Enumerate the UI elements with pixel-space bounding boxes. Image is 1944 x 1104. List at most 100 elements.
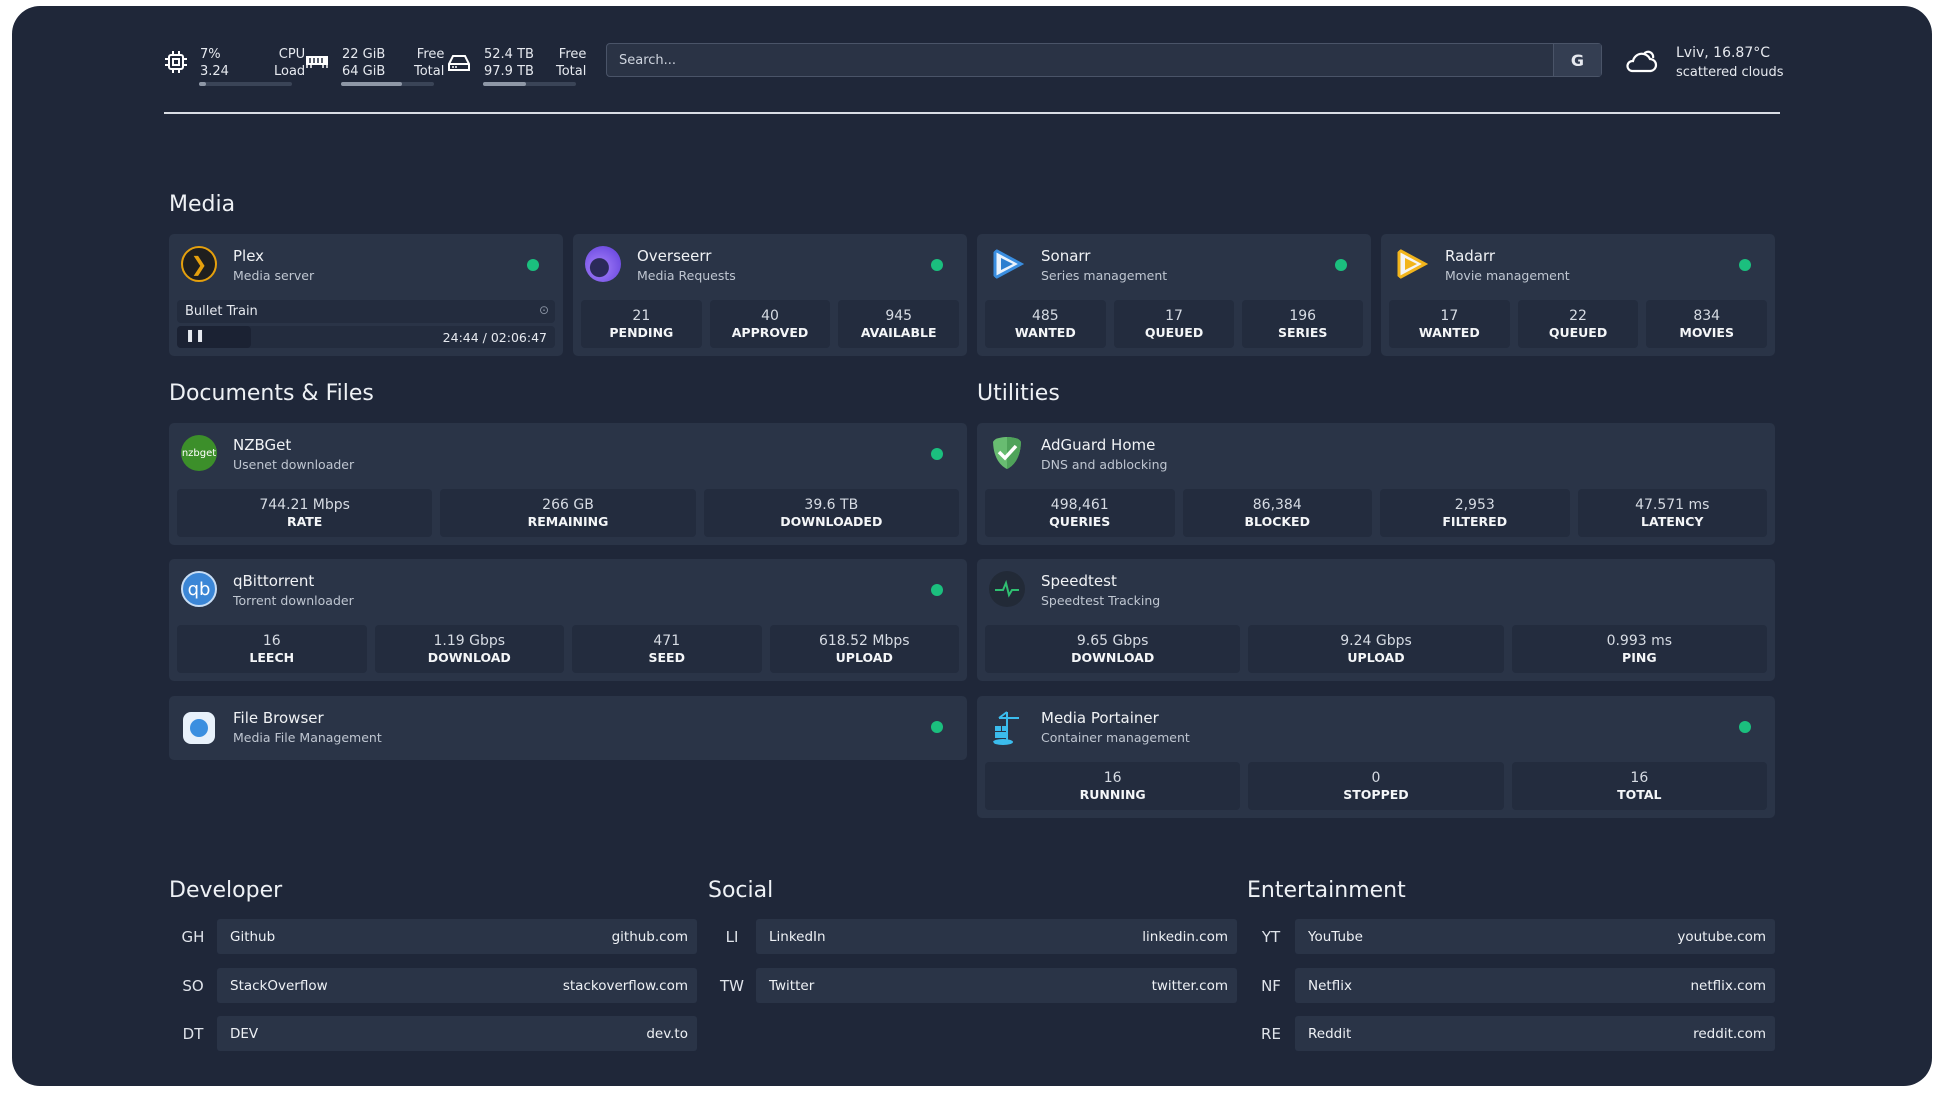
field-value: 1.19 Gbps [433,633,506,649]
cpu-icon [165,51,187,73]
status-dot [931,584,943,596]
memory-icon [306,56,328,68]
sonarr-icon [993,247,1025,281]
disk-free: 52.4 TB [484,47,534,62]
field-value: 196 [1289,308,1317,324]
overseerr-icon [585,246,621,282]
docs-section-title: Documents & Files [169,381,374,406]
service-name: Overseerr [637,247,712,265]
field-series: 196 SERIES [1242,300,1364,348]
bookmark-url: linkedin.com [1142,928,1228,945]
portainer-card[interactable]: Media Portainer Container management 16 R… [977,696,1775,818]
weather-condition: scattered clouds [1676,65,1784,80]
bookmark-reddit[interactable]: RE Reddit reddit.com [1247,1016,1775,1051]
field-label: SEED [648,650,685,665]
qbittorrent-card[interactable]: qb qBittorrent Torrent downloader 16 LEEC… [169,559,967,681]
bookmark-abbr: RE [1261,1024,1281,1043]
field-label: AVAILABLE [860,325,937,340]
bookmark-stackoverflow[interactable]: SO StackOverflow stackoverflow.com [169,968,697,1003]
bookmark-name: StackOverflow [230,977,328,994]
field-upload: 9.24 Gbps UPLOAD [1248,625,1504,673]
service-fields: 16 RUNNING 0 STOPPED 16 TOTAL [985,762,1767,810]
field-label: APPROVED [731,325,809,340]
bookmark-name: Twitter [769,977,815,994]
utilities-section-title: Utilities [977,381,1060,406]
field-blocked: 86,384 BLOCKED [1182,489,1372,537]
bookmark-linkedin[interactable]: LI LinkedIn linkedin.com [708,919,1237,954]
bookmark-name: Netflix [1308,977,1352,994]
bookmark-github[interactable]: GH Github github.com [169,919,697,954]
status-dot [1739,259,1751,271]
field-rate: 744.21 Mbps RATE [177,489,433,537]
status-dot [931,259,943,271]
bookmark-abbr: DT [182,1024,204,1043]
bookmark-dev[interactable]: DT DEV dev.to [169,1016,697,1051]
bookmark-netflix[interactable]: NF Netflix netflix.com [1247,968,1775,1003]
overseerr-card[interactable]: Overseerr Media Requests 21 PENDING 40 APP… [573,234,967,356]
service-desc: Container management [1041,730,1190,745]
field-label: MOVIES [1679,325,1734,340]
now-playing-title: Bullet Train [185,304,258,319]
service-fields: 21 PENDING 40 APPROVED 945 AVAILABLE [581,300,960,348]
search-input[interactable] [607,44,1553,76]
field-value: 471 [653,633,681,649]
bookmark-abbr: TW [720,976,744,995]
service-fields: 17 WANTED 22 QUEUED 834 MOVIES [1389,300,1768,348]
field-queued: 22 QUEUED [1517,300,1639,348]
bookmark-twitter[interactable]: TW Twitter twitter.com [708,968,1237,1003]
service-desc: Media server [233,268,315,283]
search-bar: G [606,43,1602,77]
bookmark-url: netflix.com [1690,977,1766,994]
field-value: 9.24 Gbps [1340,633,1412,649]
field-label: SERIES [1278,325,1328,340]
field-total: 16 TOTAL [1511,762,1767,810]
bookmark-url: youtube.com [1677,928,1766,945]
field-seed: 471 SEED [572,625,762,673]
plex-card[interactable]: ❯ Plex Media server Bullet Train ⊙ ❚❚ 24… [169,234,563,356]
weather-widget[interactable]: Lviv, 16.87°C scattered clouds [1676,44,1784,82]
disk-stat: 52.4 TB 97.9 TB Free Total [484,46,586,80]
nzbget-card[interactable]: nzbget NZBGet Usenet downloader 744.21 M… [169,423,967,545]
sonarr-card[interactable]: Sonarr Series management 485 WANTED 17 QUE… [977,234,1371,356]
field-value: 0.993 ms [1606,633,1673,649]
field-label: FILTERED [1442,514,1508,529]
bookmark-abbr: YT [1261,927,1281,946]
field-label: RUNNING [1079,787,1146,802]
bookmark-name: Github [230,928,276,945]
adguard-card[interactable]: AdGuard Home DNS and adblocking 498,461 Q… [977,423,1775,545]
service-desc: Media File Management [233,730,382,745]
free-label: Free [416,47,445,62]
load-label: Load [274,64,306,79]
field-label: QUEUED [1548,325,1608,340]
speedtest-card[interactable]: Speedtest Speedtest Tracking 9.65 Gbps DO… [977,559,1775,681]
pause-icon[interactable]: ❚❚ [185,328,206,342]
bookmark-youtube[interactable]: YT YouTube youtube.com [1247,919,1775,954]
bookmark-abbr: NF [1261,976,1281,995]
playback-progress [177,326,251,348]
field-latency: 47.571 ms LATENCY [1577,489,1767,537]
service-name: AdGuard Home [1041,436,1156,454]
filebrowser-card[interactable]: File Browser Media File Management [169,696,967,760]
bookmark-name: DEV [230,1025,259,1042]
service-desc: Series management [1041,268,1168,283]
radarr-card[interactable]: Radarr Movie management 17 WANTED 22 QUEUE… [1381,234,1775,356]
radarr-icon [1397,247,1429,281]
playback-bar[interactable]: ❚❚ 24:44 / 02:06:47 [177,326,555,348]
cpu-bar [199,82,292,86]
field-label: WANTED [1418,325,1480,340]
social-section-title: Social [708,878,774,903]
media-section-title: Media [169,192,236,217]
speedtest-icon [989,571,1025,607]
field-label: UPLOAD [1347,650,1405,665]
bookmark-name: LinkedIn [769,928,826,945]
weather-location: Lviv, 16.87°C [1676,45,1771,61]
total-label: Total [556,64,587,79]
service-desc: Torrent downloader [233,593,354,608]
field-label: BLOCKED [1244,514,1310,529]
developer-section-title: Developer [169,878,283,903]
disk-total: 97.9 TB [484,64,534,79]
search-engine-button[interactable]: G [1553,44,1601,76]
field-value: 22 [1569,308,1587,324]
field-value: 618.52 Mbps [818,633,910,649]
field-value: 17 [1440,308,1459,324]
